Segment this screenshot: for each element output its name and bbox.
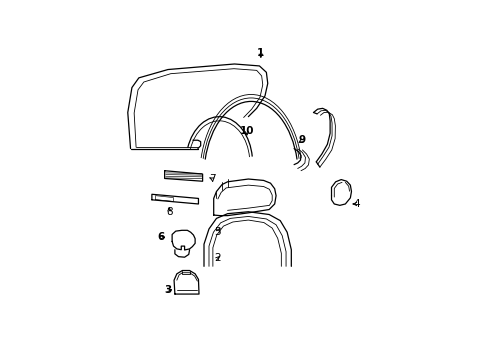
Text: 3: 3 [164, 285, 171, 295]
Text: 2: 2 [215, 253, 221, 263]
Text: 10: 10 [240, 126, 254, 135]
Text: 1: 1 [257, 48, 265, 58]
Text: 5: 5 [215, 227, 221, 237]
Text: 9: 9 [299, 135, 306, 145]
Text: 4: 4 [353, 199, 360, 209]
Text: 7: 7 [209, 174, 216, 184]
Text: 8: 8 [166, 207, 172, 217]
Text: 6: 6 [157, 232, 165, 242]
